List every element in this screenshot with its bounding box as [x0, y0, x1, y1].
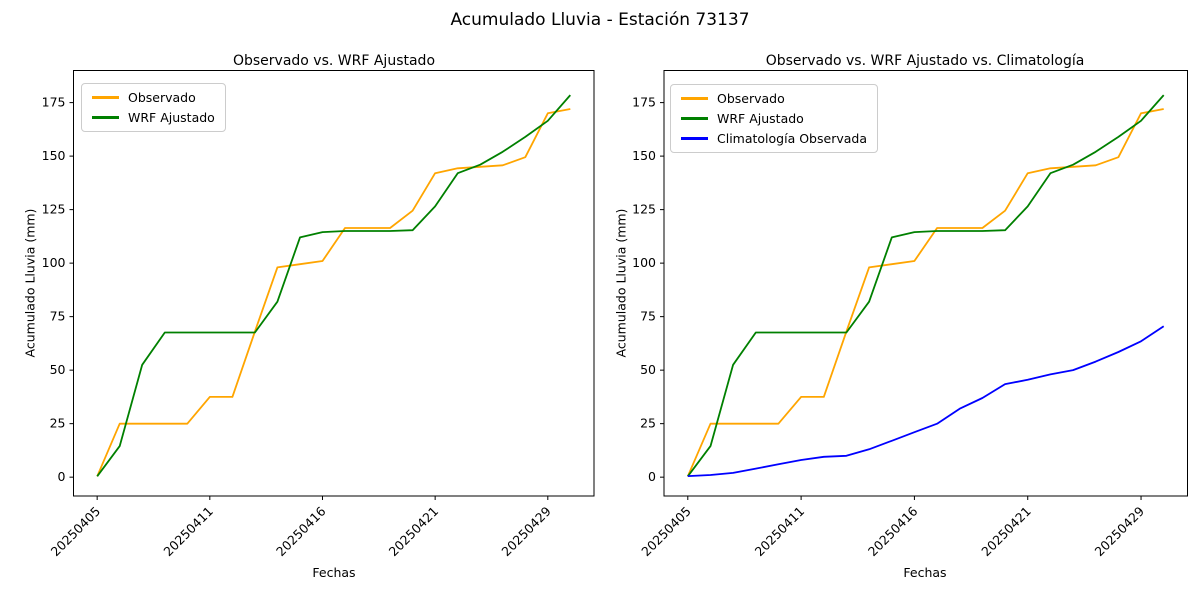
observado-line — [96, 108, 571, 477]
x-tick-label: 20250405 — [638, 504, 694, 560]
y-tick-label: 175 — [632, 95, 656, 110]
right-y-axis-label: Acumulado Lluvia (mm) — [613, 208, 629, 358]
y-tick-label: 0 — [58, 469, 66, 484]
y-tick-label: 100 — [632, 255, 656, 270]
wrf-ajustado-line-swatch — [92, 116, 119, 119]
x-tick-label: 20250416 — [865, 503, 921, 559]
figure-title: Acumulado Lluvia - Estación 73137 — [450, 10, 750, 30]
axes-spines — [663, 70, 1188, 497]
legend-label-wrf-ajustado: WRF Ajustado — [717, 111, 804, 126]
y-tick-label: 50 — [640, 362, 656, 377]
legend-label-wrf-ajustado: WRF Ajustado — [128, 110, 215, 125]
wrf-ajustado-line-swatch — [681, 117, 708, 120]
left-x-axis-label: Fechas — [312, 565, 356, 580]
legend-item-observado: Observado — [92, 90, 215, 105]
y-tick-label: 125 — [632, 202, 656, 217]
legend-item-wrf-ajustado: WRF Ajustado — [92, 110, 215, 125]
y-tick-label: 25 — [640, 416, 656, 431]
legend-item-wrf-ajustado: WRF Ajustado — [681, 111, 867, 126]
climatologia-line-swatch — [681, 137, 708, 140]
x-tick-label: 20250421 — [386, 504, 442, 560]
y-tick-label: 0 — [648, 469, 656, 484]
y-tick-label: 75 — [50, 309, 66, 324]
y-tick-label: 50 — [50, 362, 66, 377]
y-tick-label: 75 — [640, 309, 656, 324]
x-tick-label: 20250416 — [273, 503, 329, 559]
legend-label-observado: Observado — [128, 90, 196, 105]
observado-line — [686, 108, 1164, 477]
right-subplot-title: Observado vs. WRF Ajustado vs. Climatolo… — [765, 53, 1085, 69]
left-subplot-title: Observado vs. WRF Ajustado — [232, 53, 436, 69]
wrf-ajustado-line — [96, 94, 571, 477]
x-tick-label: 20250429 — [1092, 503, 1148, 559]
y-tick-label: 150 — [632, 148, 656, 163]
x-tick-label: 20250411 — [752, 504, 808, 560]
wrf-ajustado-line — [687, 94, 1165, 477]
y-tick-label: 175 — [42, 95, 66, 110]
left-y-axis-label: Acumulado Lluvia (mm) — [22, 208, 38, 358]
legend-label-observado: Observado — [717, 91, 785, 106]
right-legend: Observado WRF Ajustado Climatología Obse… — [670, 84, 878, 153]
y-tick-label: 125 — [42, 202, 66, 217]
y-tick-label: 25 — [50, 416, 66, 431]
x-tick-label: 20250429 — [498, 503, 554, 559]
legend-item-observado: Observado — [681, 91, 867, 106]
legend-item-climatologia-observada: Climatología Observada — [681, 131, 867, 146]
y-tick-label: 100 — [42, 255, 66, 270]
left-legend: Observado WRF Ajustado — [81, 83, 226, 132]
legend-label-climatologia-observada: Climatología Observada — [717, 131, 867, 146]
x-tick-label: 20250411 — [160, 504, 216, 560]
x-tick-label: 20250405 — [48, 504, 104, 560]
observado-line-swatch — [92, 96, 119, 99]
right-x-axis-label: Fechas — [903, 565, 947, 580]
x-tick-label: 20250421 — [978, 504, 1034, 560]
observado-line-swatch — [681, 97, 708, 100]
axes-spines — [73, 70, 595, 497]
y-tick-label: 150 — [42, 148, 66, 163]
climatología-observada-line — [687, 325, 1165, 477]
